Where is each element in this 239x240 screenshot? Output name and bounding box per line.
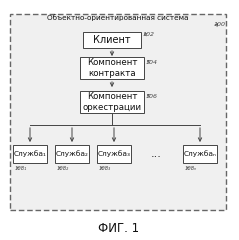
- Bar: [83, 32, 141, 48]
- Text: 106: 106: [146, 94, 158, 98]
- Bar: [97, 145, 131, 163]
- Text: 108ₙ: 108ₙ: [185, 166, 197, 170]
- Text: Служба₃: Служба₃: [98, 150, 130, 157]
- Bar: [80, 57, 144, 79]
- Text: Службаₙ: Службаₙ: [184, 150, 217, 157]
- Text: Компонент
контракта: Компонент контракта: [87, 58, 137, 78]
- Bar: [13, 145, 47, 163]
- Text: Служба₂: Служба₂: [55, 150, 88, 157]
- Bar: [183, 145, 217, 163]
- Text: 100: 100: [214, 23, 226, 28]
- Bar: [55, 145, 89, 163]
- Text: 108₃: 108₃: [99, 166, 111, 170]
- Text: 104: 104: [146, 60, 158, 65]
- Bar: [80, 91, 144, 113]
- Text: Служба₁: Служба₁: [14, 150, 46, 157]
- Text: ...: ...: [151, 149, 161, 159]
- Text: Объектно-ориентированная система: Объектно-ориентированная система: [47, 15, 189, 21]
- Text: ФИГ. 1: ФИГ. 1: [98, 222, 140, 234]
- Bar: [10, 14, 226, 210]
- Text: 102: 102: [143, 32, 155, 37]
- Text: Клиент: Клиент: [93, 35, 131, 45]
- Text: 108₁: 108₁: [15, 166, 27, 170]
- Text: Компонент
оркестрации: Компонент оркестрации: [82, 92, 141, 112]
- Text: 108₂: 108₂: [57, 166, 69, 170]
